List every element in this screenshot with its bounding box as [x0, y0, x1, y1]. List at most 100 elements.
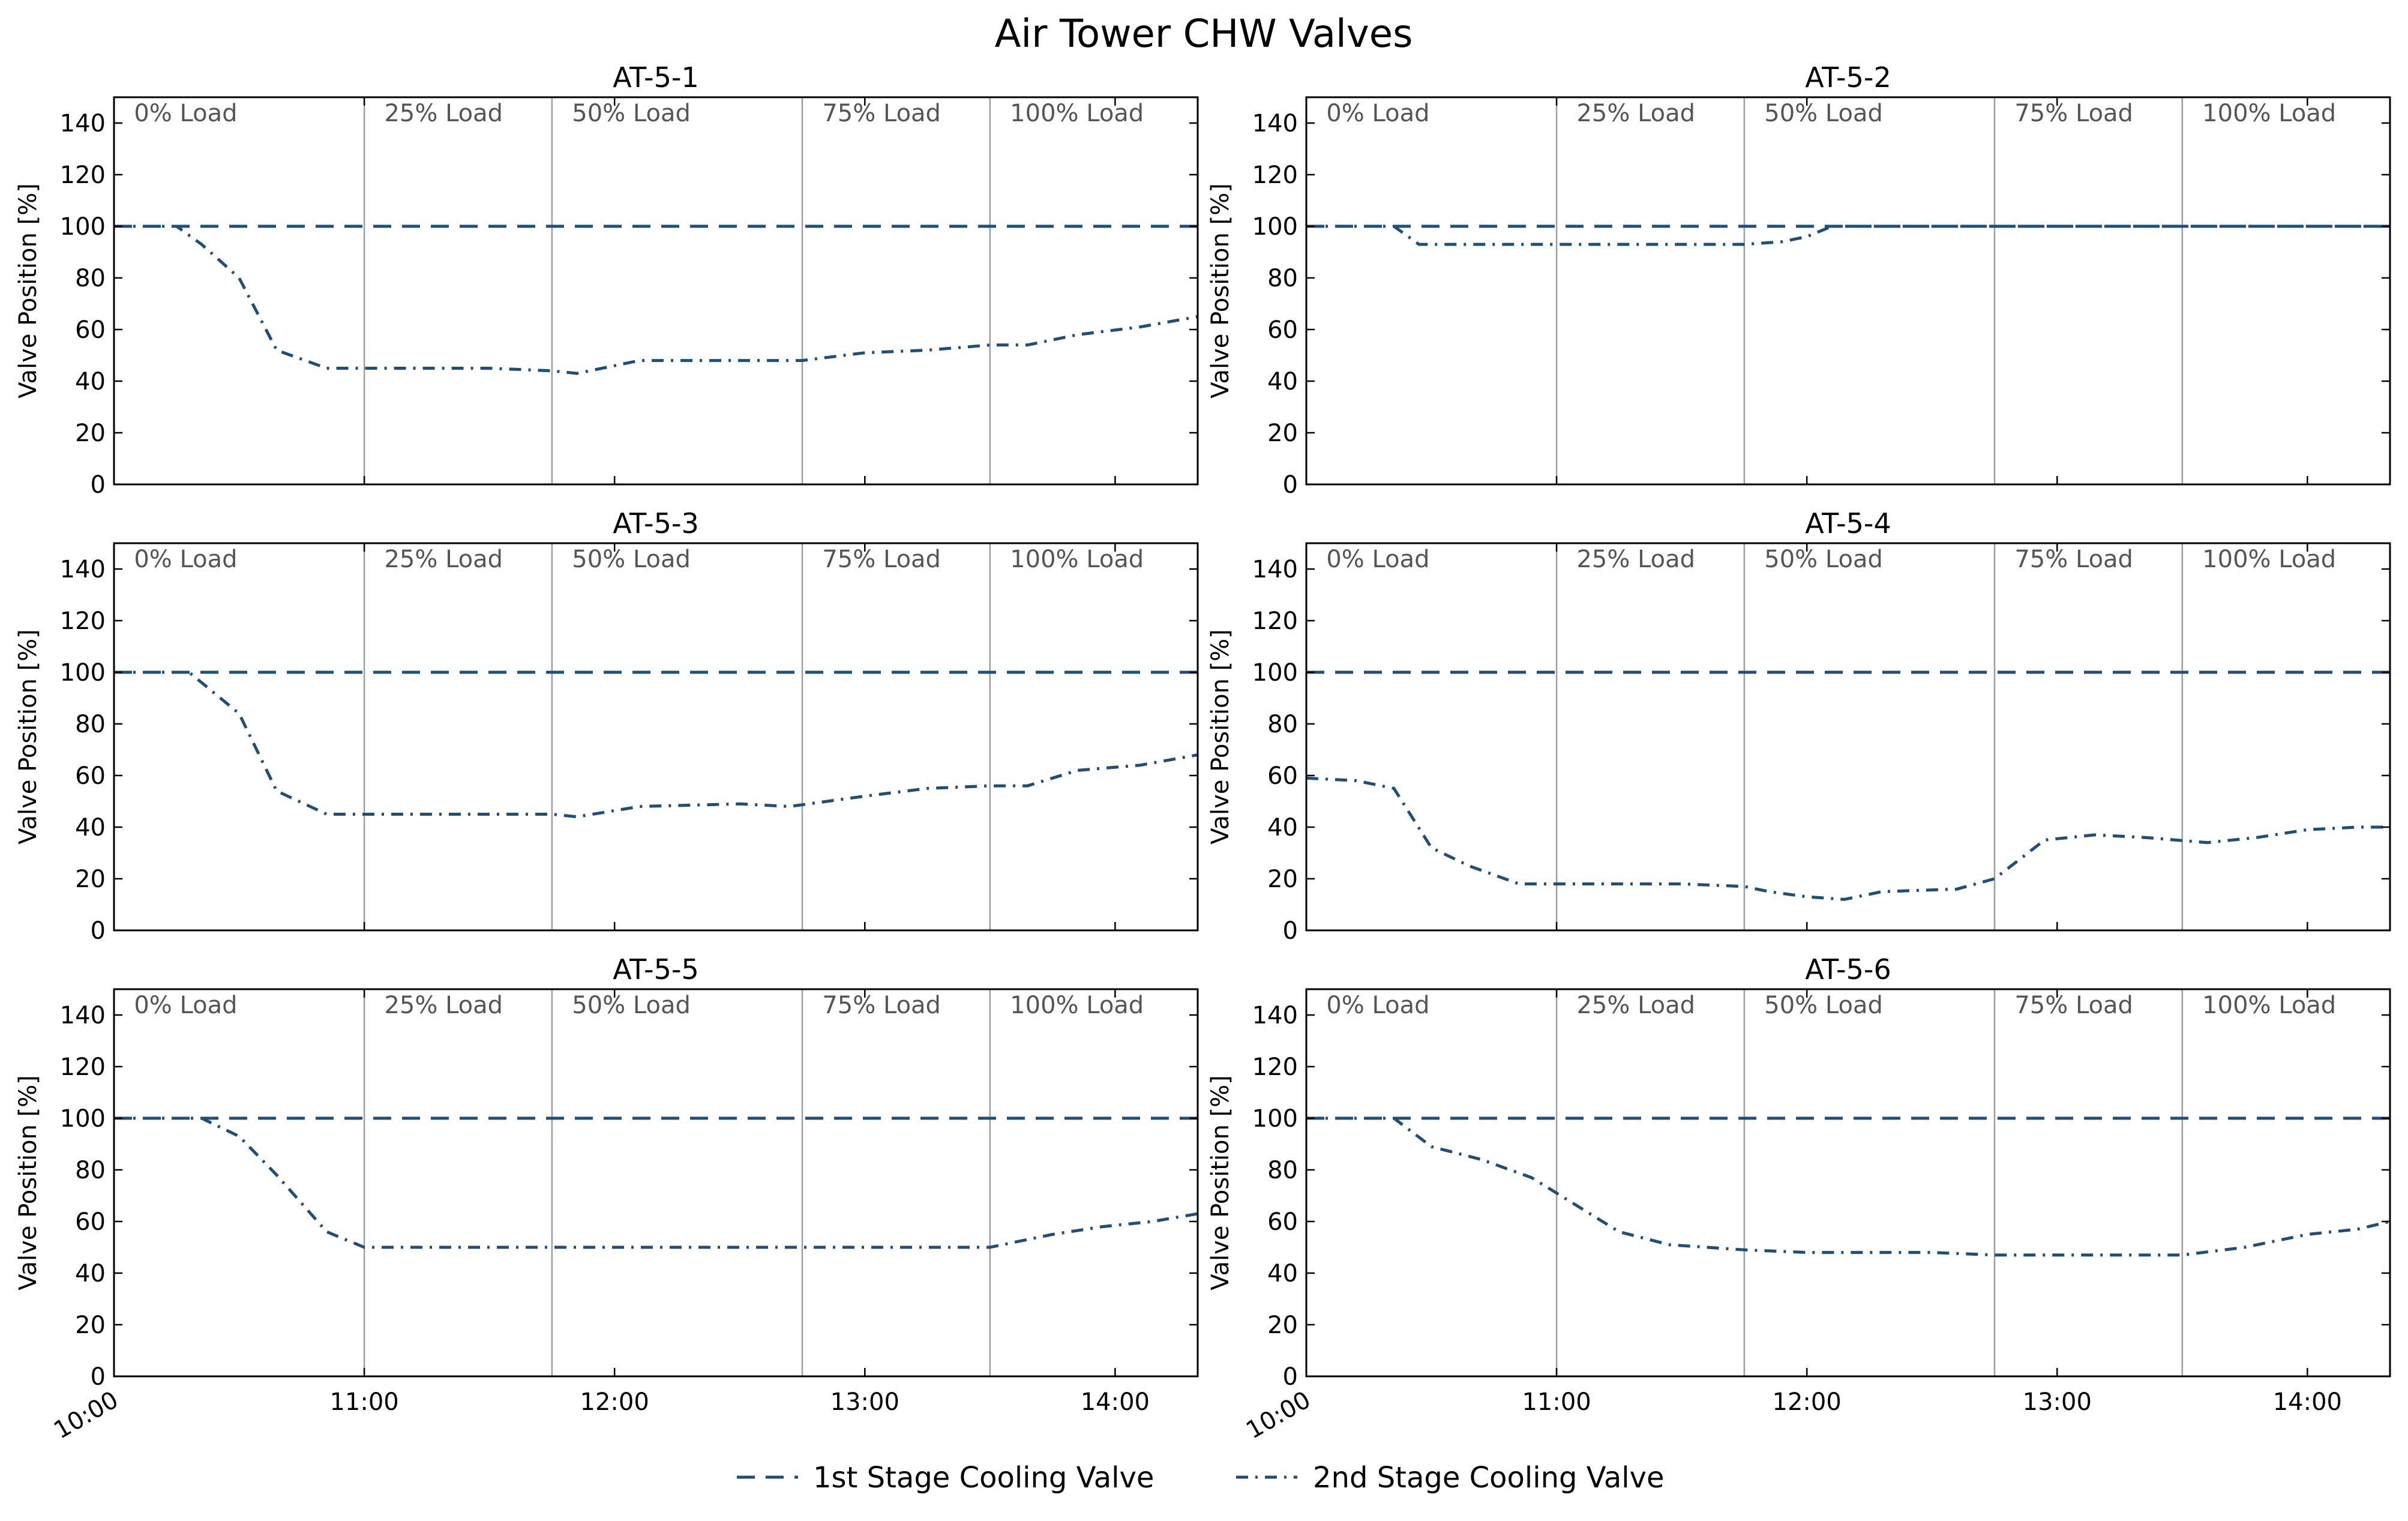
load-label: 100% Load [2202, 992, 2336, 1019]
series-line-stage2 [114, 224, 1198, 375]
load-label: 100% Load [2202, 546, 2336, 573]
series-line-stage2 [1306, 1116, 2391, 1257]
y-tick-label: 20 [75, 866, 106, 893]
subplot-at-5-5: AT-5-5 0% Load 25% Load 50% Load 75% Load 100… [14, 953, 1199, 1445]
load-label: 0% Load [1326, 546, 1429, 573]
y-tick-label: 40 [1267, 368, 1298, 396]
plot-frame [1305, 96, 2391, 486]
legend-label-stage1: 1st Stage Cooling Valve [813, 1461, 1154, 1495]
y-tick-label: 20 [75, 1312, 106, 1339]
y-axis-label: Valve Position [%] [1207, 183, 1234, 399]
load-label: 25% Load [1576, 992, 1695, 1019]
load-label: 25% Load [384, 992, 503, 1019]
y-tick-label: 120 [60, 161, 106, 189]
subplot-at-5-6: AT-5-6 0% Load 25% Load 50% Load 75% Load 100… [1207, 953, 2391, 1445]
y-tick-label: 120 [1252, 607, 1298, 635]
y-tick-label: 140 [60, 1002, 106, 1029]
y-tick-label: 100 [60, 659, 106, 687]
load-label: 50% Load [1764, 992, 1883, 1019]
y-tick-label: 120 [1252, 161, 1298, 189]
y-tick-label: 60 [1267, 762, 1298, 790]
load-label: 25% Load [1576, 546, 1695, 573]
y-tick-label: 140 [60, 110, 106, 137]
y-axis-label: Valve Position [%] [14, 629, 42, 845]
load-label: 100% Load [2202, 100, 2336, 127]
subplot-title: AT-5-1 [613, 61, 699, 94]
y-axis-label: Valve Position [%] [14, 1075, 42, 1291]
y-tick-label: 0 [1283, 471, 1298, 499]
subplot-title: AT-5-2 [1805, 61, 1891, 94]
y-tick-label: 40 [75, 1260, 106, 1288]
y-tick-label: 120 [1252, 1053, 1298, 1081]
load-label: 50% Load [1764, 100, 1883, 127]
series-line-stage2 [1306, 776, 2390, 901]
y-tick-label: 80 [1267, 265, 1298, 292]
load-label: 100% Load [1010, 992, 1144, 1019]
y-tick-label: 0 [1283, 1363, 1298, 1391]
subplot-grid: AT-5-1 0% Load 25% Load 50% Load 75% Load 100… [14, 61, 2391, 1445]
x-tick-label: 14:00 [1081, 1388, 1150, 1416]
load-label: 0% Load [134, 546, 237, 573]
load-label: 75% Load [822, 546, 941, 573]
x-tick-label: 10:00 [49, 1386, 123, 1444]
y-tick-label: 80 [1267, 711, 1298, 738]
y-axis-label: Valve Position [%] [14, 183, 42, 399]
load-label: 25% Load [1576, 100, 1695, 127]
subplot-title: AT-5-6 [1805, 953, 1891, 986]
load-label: 0% Load [1326, 992, 1429, 1019]
x-tick-label: 13:00 [830, 1388, 899, 1416]
y-tick-label: 120 [60, 607, 106, 635]
legend: 1st Stage Cooling Valve 2nd Stage Coolin… [737, 1461, 1665, 1495]
y-tick-label: 60 [1267, 316, 1298, 344]
subplot-title: AT-5-3 [613, 507, 699, 540]
y-tick-label: 100 [1252, 1105, 1298, 1133]
y-tick-label: 100 [60, 1105, 106, 1133]
y-tick-label: 140 [1252, 1002, 1298, 1029]
load-label: 0% Load [134, 100, 237, 127]
figure-title: Air Tower CHW Valves [995, 12, 1413, 56]
load-label: 75% Load [822, 992, 941, 1019]
y-tick-label: 40 [1267, 1260, 1298, 1288]
load-label: 50% Load [572, 992, 691, 1019]
plot-frame [113, 542, 1199, 932]
y-tick-label: 0 [91, 471, 106, 499]
load-label: 25% Load [384, 546, 503, 573]
y-tick-label: 0 [91, 917, 106, 945]
y-tick-label: 60 [1267, 1208, 1298, 1236]
load-label: 50% Load [1764, 546, 1883, 573]
load-label: 25% Load [384, 100, 503, 127]
y-tick-label: 140 [1252, 110, 1298, 137]
load-label: 50% Load [572, 546, 691, 573]
series-line-stage2 [114, 670, 1198, 819]
y-tick-label: 0 [91, 1363, 106, 1391]
y-tick-label: 60 [75, 762, 106, 790]
subplot-at-5-2: AT-5-2 0% Load 25% Load 50% Load 75% Load 100… [1207, 61, 2391, 499]
y-tick-label: 60 [75, 1208, 106, 1236]
x-tick-label: 12:00 [580, 1388, 649, 1416]
y-tick-label: 140 [1252, 556, 1298, 583]
plot-frame [1305, 542, 2391, 932]
subplot-at-5-3: AT-5-3 0% Load 25% Load 50% Load 75% Load 100… [14, 507, 1199, 945]
series-line-stage2 [114, 1116, 1198, 1249]
load-label: 75% Load [2014, 100, 2133, 127]
subplot-at-5-4: AT-5-4 0% Load 25% Load 50% Load 75% Load 100… [1207, 507, 2391, 945]
subplot-title: AT-5-5 [613, 953, 699, 986]
y-tick-label: 20 [1267, 1312, 1298, 1339]
load-label: 100% Load [1010, 546, 1144, 573]
subplot-title: AT-5-4 [1805, 507, 1891, 540]
y-tick-label: 40 [75, 814, 106, 842]
y-tick-label: 100 [60, 213, 106, 241]
plot-frame [113, 96, 1199, 486]
y-tick-label: 80 [75, 265, 106, 292]
x-tick-label: 14:00 [2273, 1388, 2342, 1416]
y-tick-label: 140 [60, 556, 106, 583]
y-tick-label: 20 [75, 420, 106, 447]
x-tick-label: 10:00 [1242, 1386, 1315, 1444]
y-tick-label: 20 [1267, 866, 1298, 893]
legend-label-stage2: 2nd Stage Cooling Valve [1313, 1461, 1665, 1495]
load-label: 0% Load [134, 992, 237, 1019]
y-tick-label: 80 [1267, 1157, 1298, 1184]
load-label: 75% Load [822, 100, 941, 127]
y-tick-label: 80 [75, 711, 106, 738]
